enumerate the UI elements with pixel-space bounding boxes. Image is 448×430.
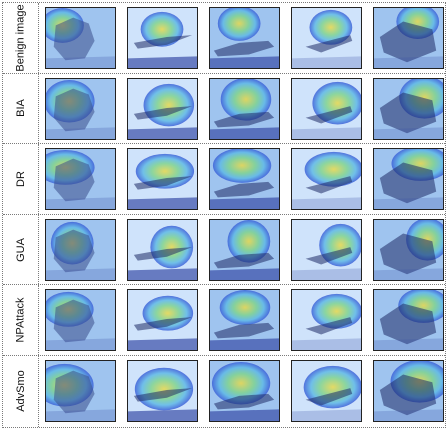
heatmap-thumbnail-aircraft-over-water bbox=[127, 7, 198, 69]
method-row: AdvSmo bbox=[3, 356, 445, 427]
row-label: NPAttack bbox=[14, 297, 27, 343]
heatmap-thumbnail-frog bbox=[373, 360, 444, 422]
heatmap-thumbnail-aircraft bbox=[291, 7, 362, 69]
method-row: DR bbox=[3, 144, 445, 215]
row-label-cell: Benign image bbox=[3, 3, 39, 73]
heatmap-thumbnail-frog bbox=[373, 148, 444, 211]
heatmap-thumbnail-cat bbox=[45, 218, 116, 281]
heatmap-thumbnail-aircraft bbox=[291, 360, 362, 422]
heatmap-thumbnail-frog bbox=[373, 7, 444, 69]
heatmap-thumbnail-cat bbox=[45, 360, 116, 422]
row-label: BIA bbox=[14, 99, 27, 118]
row-label-cell: DR bbox=[3, 144, 39, 214]
heatmap-thumbnail-ship bbox=[209, 148, 280, 211]
heatmap-thumbnail-ship bbox=[209, 218, 280, 281]
method-row: BIA bbox=[3, 73, 445, 145]
heatmap-thumbnail-frog bbox=[373, 218, 444, 281]
method-row: NPAttack bbox=[3, 285, 445, 356]
heatmap-thumbnail-frog bbox=[373, 77, 444, 140]
heatmap-thumbnail-aircraft bbox=[291, 77, 362, 140]
method-row: GUA bbox=[3, 214, 445, 286]
heatmap-thumbnail-ship bbox=[209, 289, 280, 352]
heatmap-thumbnail-cat bbox=[45, 7, 116, 69]
heatmap-thumbnail-aircraft-over-water bbox=[127, 218, 198, 281]
heatmap-thumbnail-aircraft-over-water bbox=[127, 77, 198, 140]
heatmap-thumbnail-aircraft bbox=[291, 218, 362, 281]
heatmap-thumbnail-aircraft bbox=[291, 148, 362, 211]
heatmap-thumbnail-frog bbox=[373, 289, 444, 352]
heatmap-thumbnail-ship bbox=[209, 77, 280, 140]
heatmap-thumbnail-cat bbox=[45, 289, 116, 352]
row-label-cell: NPAttack bbox=[3, 285, 39, 355]
heatmap-thumbnail-ship bbox=[209, 360, 280, 422]
row-label-cell: GUA bbox=[3, 214, 39, 285]
heatmap-thumbnail-aircraft-over-water bbox=[127, 148, 198, 211]
heatmap-thumbnail-aircraft-over-water bbox=[127, 289, 198, 352]
heatmap-thumbnail-aircraft-over-water bbox=[127, 360, 198, 422]
heatmap-thumbnail-aircraft bbox=[291, 289, 362, 352]
row-label-cell: AdvSmo bbox=[3, 356, 39, 427]
row-label: Benign image bbox=[14, 4, 27, 72]
row-label-cell: BIA bbox=[3, 73, 39, 144]
row-label: AdvSmo bbox=[14, 370, 27, 413]
heatmap-thumbnail-ship bbox=[209, 7, 280, 69]
row-label: GUA bbox=[14, 237, 27, 262]
heatmap-thumbnail-cat bbox=[45, 148, 116, 211]
row-label: DR bbox=[14, 171, 27, 187]
heatmap-thumbnail-cat bbox=[45, 77, 116, 140]
method-row: Benign image bbox=[3, 3, 445, 74]
